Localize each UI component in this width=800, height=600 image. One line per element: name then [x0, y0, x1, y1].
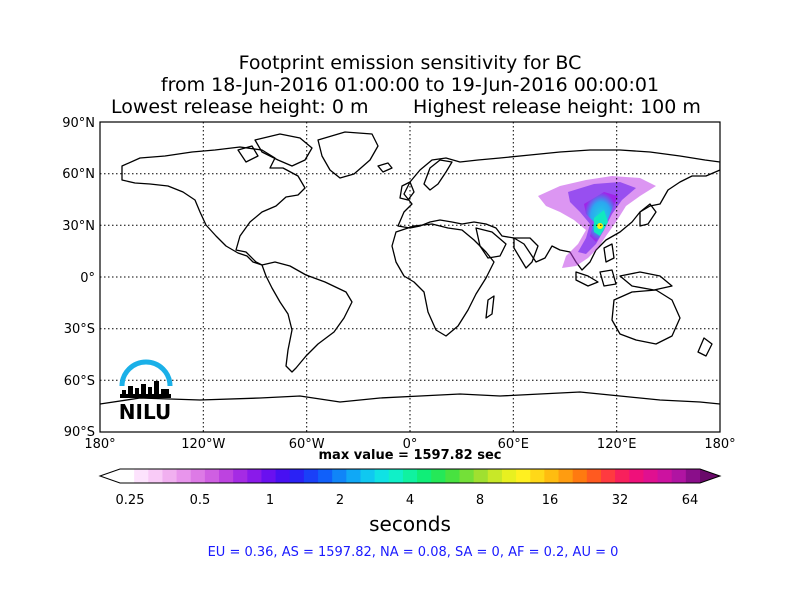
latitude-labels: 90°N 60°N 30°N 0° 30°S 60°S 90°S: [62, 116, 95, 440]
graticule: [100, 122, 720, 432]
colorbar-segment: [558, 469, 574, 483]
colorbar-segment: [219, 469, 234, 483]
lat-label: 60°N: [62, 167, 95, 182]
colorbar-segment: [544, 469, 560, 483]
colorbar-tick-label: 16: [542, 493, 559, 508]
map-title-line-2: from 18-Jun-2016 01:00:00 to 19-Jun-2016…: [160, 74, 660, 96]
colorbar-segment: [204, 469, 220, 483]
lon-label: 120°E: [597, 437, 637, 452]
colorbar-tick-label: 2: [336, 493, 344, 508]
lat-label: 60°S: [64, 374, 95, 389]
colorbar-tick-label: 32: [612, 493, 629, 508]
colorbar-units-label: seconds: [369, 512, 451, 536]
colorbar-segment: [487, 469, 503, 483]
lowest-release-height: Lowest release height: 0 m: [111, 96, 369, 118]
colorbar-segment: [233, 469, 248, 483]
lon-label: 0°: [403, 437, 418, 452]
logo-arc-icon: [119, 359, 173, 387]
colorbar-segment: [629, 469, 645, 483]
colorbar-tick-label: 1: [266, 493, 274, 508]
colorbar-segment: [303, 469, 319, 483]
colorbar-segment: [473, 469, 489, 483]
colorbar-segment: [261, 469, 277, 483]
colorbar-segment: [431, 469, 446, 483]
colorbar-segment: [346, 469, 362, 483]
colorbar-tick-labels: 0.25 0.5 1 2 4 8 16 32 64: [116, 493, 699, 508]
colorbar-segment: [318, 469, 333, 483]
colorbar-segment: [289, 469, 305, 483]
colorbar-segment: [530, 469, 545, 483]
colorbar-segment: [176, 469, 192, 483]
logo-text: NILU: [119, 400, 171, 424]
colorbar-segment: [417, 469, 432, 483]
colorbar-segment: [120, 469, 135, 483]
lon-label: 120°W: [181, 437, 225, 452]
colorbar-segment: [643, 469, 659, 483]
colorbar-segment: [148, 469, 164, 483]
lon-label: 60°E: [498, 437, 529, 452]
nilu-logo: NILU: [119, 359, 173, 424]
colorbar-segment: [275, 469, 291, 483]
logo-skyline-icon: [120, 381, 171, 398]
colorbar-tick-label: 0.25: [116, 493, 145, 508]
colorbar-segment: [600, 469, 616, 483]
lat-label: 90°N: [62, 116, 95, 131]
colorbar-segment: [516, 469, 531, 483]
lat-label: 90°S: [64, 425, 95, 440]
region-summary: EU = 0.36, AS = 1597.82, NA = 0.08, SA =…: [207, 545, 619, 560]
colorbar-segment: [572, 469, 588, 483]
lon-label: 60°W: [289, 437, 325, 452]
colorbar-segment: [134, 469, 149, 483]
lon-label: 180°: [84, 437, 115, 452]
colorbar-tick-label: 0.5: [190, 493, 211, 508]
map-border: [99, 121, 721, 433]
lon-label: 180°: [704, 437, 735, 452]
lat-label: 0°: [80, 271, 95, 286]
map-title-line-1: Footprint emission sensitivity for BC: [238, 52, 582, 74]
colorbar-segment: [360, 469, 376, 483]
sensitivity-plume: [538, 176, 656, 268]
colorbar-segment: [247, 469, 263, 483]
colorbar-segment: [190, 469, 206, 483]
colorbar-segment: [459, 469, 475, 483]
colorbar-segment: [657, 469, 673, 483]
colorbar: [98, 468, 722, 484]
highest-release-height: Highest release height: 100 m: [413, 96, 701, 118]
colorbar-tick-label: 64: [682, 493, 699, 508]
colorbar-segment: [388, 469, 404, 483]
colorbar-segment: [501, 469, 517, 483]
colorbar-max-arrow: [700, 469, 720, 483]
lat-label: 30°S: [64, 322, 95, 337]
colorbar-segment: [402, 469, 418, 483]
colorbar-segment: [374, 469, 390, 483]
colorbar-min-arrow: [100, 469, 120, 483]
colorbar-segment: [332, 469, 347, 483]
colorbar-segment: [615, 469, 630, 483]
colorbar-tick-label: 4: [406, 493, 414, 508]
colorbar-tick-label: 8: [476, 493, 484, 508]
colorbar-segment: [671, 469, 687, 483]
coastlines: [100, 131, 720, 405]
colorbar-segment: [685, 469, 701, 483]
colorbar-segment: [445, 469, 461, 483]
lat-label: 30°N: [62, 219, 95, 234]
colorbar-outline: [98, 468, 722, 484]
colorbar-segment: [162, 469, 178, 483]
longitude-labels: 180° 120°W 60°W 0° 60°E 120°E 180°: [84, 437, 735, 452]
max-value-label: max value = 1597.82 sec: [318, 448, 502, 463]
colorbar-segment: [586, 469, 602, 483]
